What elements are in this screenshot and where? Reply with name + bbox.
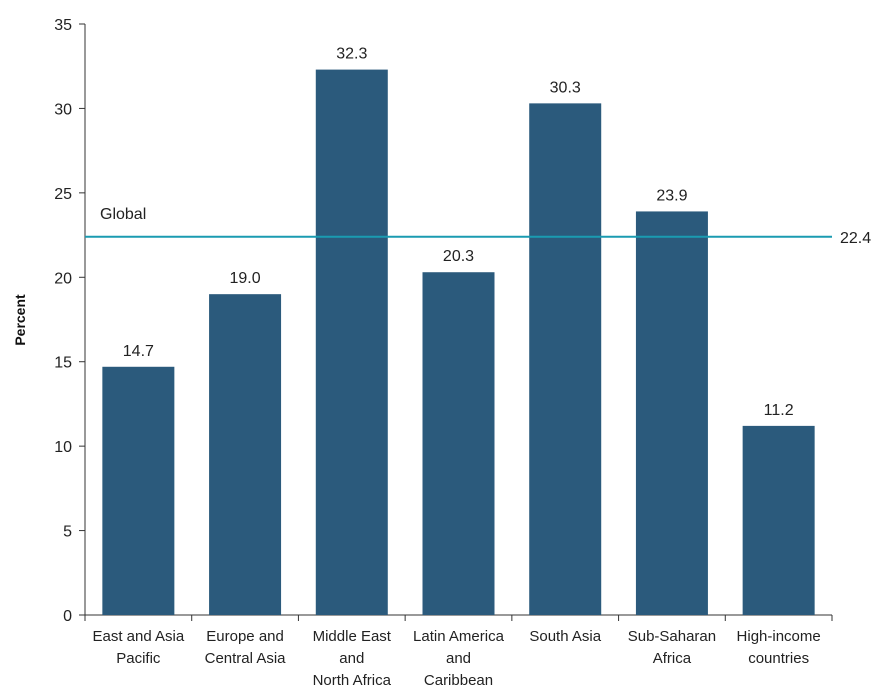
y-tick-label: 10 — [54, 439, 72, 456]
y-axis-title-group: Percent — [12, 294, 28, 346]
category-label-line: North Africa — [313, 672, 392, 687]
bar-value-label: 14.7 — [123, 343, 154, 360]
category-label: High-income countries — [737, 628, 821, 667]
category-label-line: and — [339, 650, 364, 667]
bar-value-label: 30.3 — [550, 79, 581, 96]
bar-value-label: 23.9 — [656, 187, 687, 204]
x-axis — [85, 615, 832, 621]
global-reference-label: Global — [100, 206, 146, 223]
y-tick-label: 20 — [54, 270, 72, 287]
y-tick-label: 0 — [63, 608, 72, 625]
category-label: Sub-Saharan Africa — [628, 628, 716, 667]
category-label: South Asia — [529, 628, 601, 645]
y-tick-label: 15 — [54, 355, 72, 372]
bar-value-label: 20.3 — [443, 248, 474, 265]
category-label-line: High-income — [737, 628, 821, 645]
global-reference-value: 22.4 — [840, 230, 871, 247]
category-labels-group: East and Asia Pacific Europe and Central As… — [92, 628, 820, 687]
category-label-line: Sub-Saharan — [628, 628, 716, 645]
bar — [423, 272, 495, 615]
y-axis-title: Percent — [12, 294, 28, 346]
y-tick-label: 25 — [54, 186, 72, 203]
category-label-line: Europe and — [206, 628, 284, 645]
category-label-line: and — [446, 650, 471, 667]
y-tick-label: 35 — [54, 17, 72, 34]
reference-line-group: Global 22.4 — [85, 206, 871, 247]
bar — [529, 103, 601, 615]
category-label-line: East and Asia — [92, 628, 184, 645]
bar — [636, 211, 708, 615]
category-label-line: Latin America — [413, 628, 505, 645]
category-label-line: Africa — [653, 650, 692, 667]
category-label-line: Middle East — [313, 628, 392, 645]
bar — [743, 426, 815, 615]
bars-group — [102, 70, 814, 615]
y-axis: 0 5 10 15 20 25 30 35 — [54, 17, 85, 625]
category-label-line: Central Asia — [205, 650, 287, 667]
y-tick-label: 30 — [54, 101, 72, 118]
bar — [102, 367, 174, 615]
bar — [209, 294, 281, 615]
category-label: Middle East and North Africa — [313, 628, 392, 687]
category-label-line: countries — [748, 650, 809, 667]
category-label-line: Pacific — [116, 650, 161, 667]
bar — [316, 70, 388, 615]
bar-value-label: 32.3 — [336, 46, 367, 63]
bar-value-label: 19.0 — [230, 270, 261, 287]
category-label: Latin America and Caribbean — [413, 628, 505, 687]
y-tick-label: 5 — [63, 524, 72, 541]
bar-value-label: 11.2 — [764, 402, 794, 419]
category-label-line: Caribbean — [424, 672, 493, 687]
category-label: East and Asia Pacific — [92, 628, 184, 667]
category-label: Europe and Central Asia — [205, 628, 287, 667]
category-label-line: South Asia — [529, 628, 601, 645]
